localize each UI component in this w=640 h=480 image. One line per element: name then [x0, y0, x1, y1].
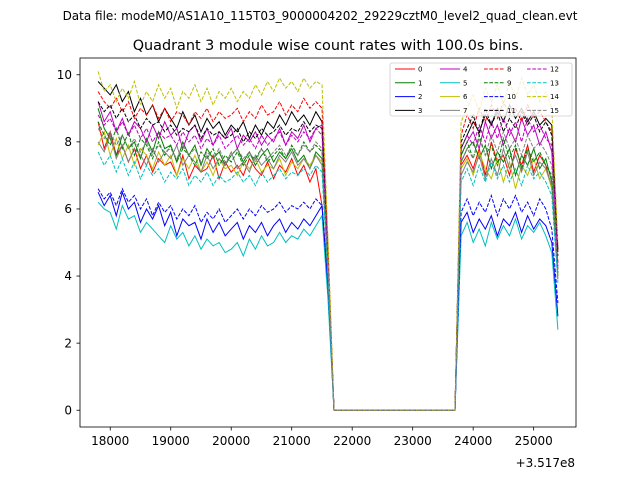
x-tick-label: 21000: [273, 434, 311, 448]
y-tick-label: 4: [64, 269, 72, 283]
y-tick-label: 0: [64, 403, 72, 417]
legend-frame: [389, 62, 573, 117]
legend-label-1: 1: [418, 79, 422, 87]
y-tick-label: 6: [64, 202, 72, 216]
legend-label-0: 0: [418, 66, 422, 74]
x-tick-label: 20000: [212, 434, 250, 448]
legend-label-5: 5: [463, 79, 467, 87]
chart-title: Quadrant 3 module wise count rates with …: [133, 38, 524, 54]
chart-suptitle: Data file: modeM0/AS1A10_115T03_90000042…: [63, 9, 578, 23]
legend-label-6: 6: [463, 93, 468, 101]
x-axis: 18000 19000 20000 21000 22000 23000 24000 25000: [91, 427, 553, 448]
x-tick-label: 18000: [91, 434, 129, 448]
y-tick-label: 8: [64, 135, 72, 149]
series-line-15: [97, 128, 559, 411]
legend-label-11: 11: [507, 107, 516, 115]
series-line-2: [97, 190, 559, 411]
x-tick-label: 22000: [333, 434, 371, 448]
y-tick-label: 10: [57, 68, 72, 82]
legend-label-4: 4: [463, 66, 468, 74]
series-line-5: [97, 201, 559, 411]
legend-label-2: 2: [418, 93, 422, 101]
y-axis: 0 2 4 6 8 10: [57, 68, 80, 417]
legend-label-9: 9: [507, 79, 511, 87]
x-axis-offset-label: +3.517e8: [516, 456, 575, 470]
legend-label-10: 10: [507, 93, 516, 101]
legend-label-15: 15: [550, 107, 559, 115]
legend-label-12: 12: [550, 66, 559, 74]
x-tick-label: 25000: [515, 434, 553, 448]
legend-label-7: 7: [463, 107, 467, 115]
x-tick-label: 24000: [454, 434, 492, 448]
legend-label-13: 13: [550, 79, 559, 87]
axes-frame: [79, 57, 577, 428]
series-line-13: [97, 151, 559, 411]
y-tick-label: 2: [64, 336, 72, 350]
legend-label-14: 14: [550, 93, 559, 101]
legend-label-8: 8: [507, 66, 511, 74]
x-tick-label: 19000: [152, 434, 190, 448]
x-tick-label: 23000: [394, 434, 432, 448]
legend-label-3: 3: [418, 107, 422, 115]
